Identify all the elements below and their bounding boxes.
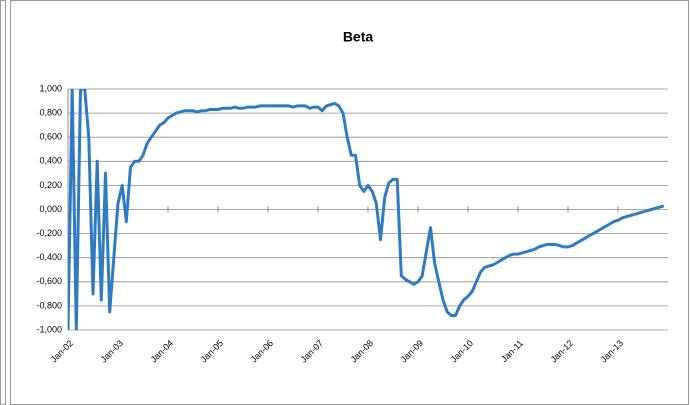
y-tick-label: 0,400: [39, 156, 62, 166]
y-tick-label: 0,600: [39, 132, 62, 142]
neighbor-frame: [0, 0, 6, 405]
y-tick-label: 0,200: [39, 180, 62, 190]
y-tick-label: -0,600: [36, 276, 62, 286]
y-tick-label: 1,000: [39, 83, 62, 93]
y-tick-label: 0,800: [39, 107, 62, 117]
y-tick-label: -0,800: [36, 300, 62, 310]
y-tick-label: 0,000: [39, 204, 62, 214]
data-line: [68, 89, 665, 330]
y-tick-label: -0,400: [36, 252, 62, 262]
y-tick-label: -0,200: [36, 228, 62, 238]
chart-title: Beta: [343, 29, 374, 45]
y-tick-label: -1,000: [36, 324, 62, 334]
